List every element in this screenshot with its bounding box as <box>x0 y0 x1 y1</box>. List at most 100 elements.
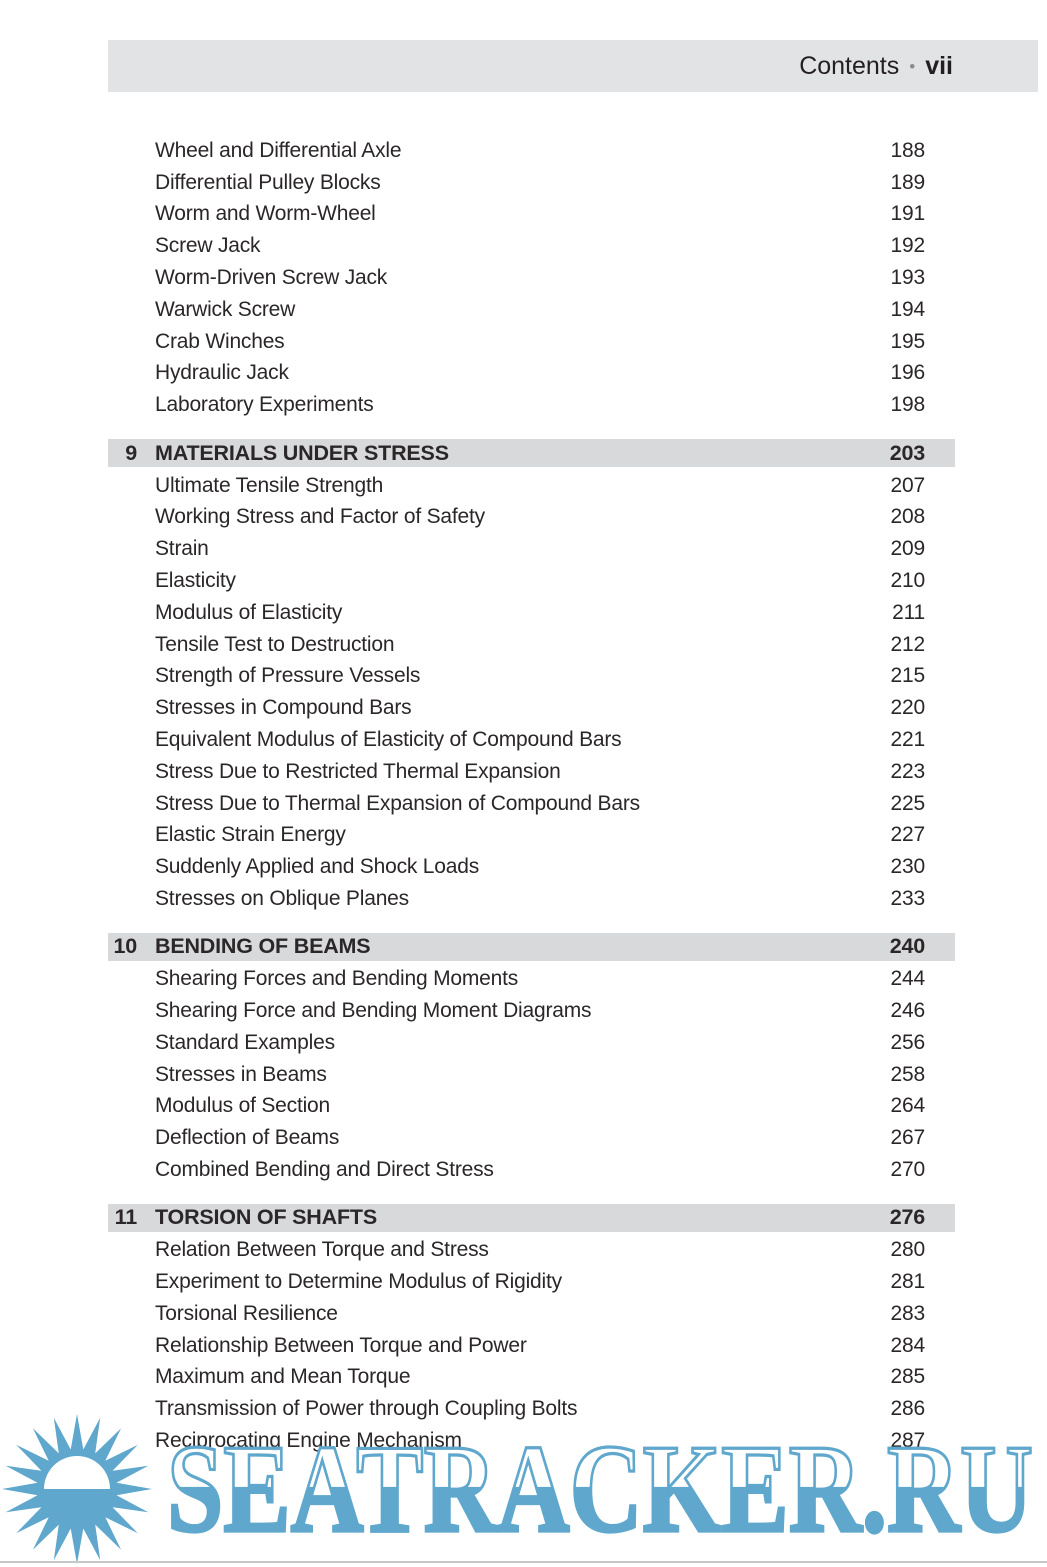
toc-entry: Modulus of Section 264 <box>108 1091 955 1123</box>
entry-label: Working Stress and Factor of Safety <box>155 505 485 529</box>
entry-page-number: 246 <box>890 999 926 1023</box>
entry-page-number: 221 <box>890 727 926 751</box>
entry-page-number: 286 <box>890 1397 926 1421</box>
entry-page-number: 284 <box>890 1333 926 1357</box>
entry-page-number: 281 <box>890 1270 926 1294</box>
toc-entry: Suddenly Applied and Shock Loads 230 <box>108 851 955 883</box>
entry-page-number: 194 <box>890 297 926 321</box>
entry-page-number: 192 <box>890 234 926 258</box>
toc-group-10: 10 BENDING OF BEAMS 240 Shearing Forces and… <box>108 932 955 1186</box>
entry-label: Laboratory Experiments <box>155 393 374 417</box>
entry-page-number: 188 <box>890 138 926 162</box>
toc-group-11: 11 TORSION OF SHAFTS 276 Relation Between T… <box>108 1203 955 1457</box>
entry-page-number: 189 <box>890 170 926 194</box>
toc-entry: Stress Due to Thermal Expansion of Compo… <box>108 788 955 820</box>
toc-entry: Laboratory Experiments 198 <box>108 389 955 421</box>
entry-label: Wheel and Differential Axle <box>155 138 402 162</box>
toc-group-9: 9 MATERIALS UNDER STRESS 203 Ultimate Tensi… <box>108 439 955 915</box>
entry-label: Elastic Strain Energy <box>155 823 346 847</box>
entry-page-number: 244 <box>890 967 926 991</box>
toc-entry: Strain 209 <box>108 533 955 565</box>
entry-label: Modulus of Section <box>155 1094 331 1118</box>
section-page-number: 276 <box>889 1205 925 1230</box>
toc-entry: Hydraulic Jack 196 <box>108 358 955 390</box>
entry-label: Strength of Pressure Vessels <box>155 664 421 688</box>
toc-entry: Screw Jack 192 <box>108 230 955 262</box>
toc-entry: Strength of Pressure Vessels 215 <box>108 660 955 692</box>
toc-entry: Wheel and Differential Axle 188 <box>108 135 955 167</box>
toc-entry: Maximum and Mean Torque 285 <box>108 1362 955 1394</box>
toc-group: Wheel and Differential Axle 188 Differenti… <box>108 135 955 421</box>
entry-page-number: 225 <box>890 791 926 815</box>
entry-label: Maximum and Mean Torque <box>155 1365 411 1389</box>
toc-entry: Stresses on Oblique Planes 233 <box>108 883 955 915</box>
toc-entry: Tensile Test to Destruction 212 <box>108 629 955 661</box>
entry-page-number: 220 <box>890 696 926 720</box>
entry-page-number: 285 <box>890 1365 926 1389</box>
toc-entry: Shearing Forces and Bending Moments 244 <box>108 963 955 995</box>
toc-entry: Modulus of Elasticity 211 <box>108 597 955 629</box>
entry-page-number: 287 <box>890 1429 926 1453</box>
entry-page-number: 270 <box>890 1158 926 1181</box>
entry-label: Differential Pulley Blocks <box>155 170 381 194</box>
entry-page-number: 196 <box>890 361 926 385</box>
entry-page-number: 283 <box>890 1301 926 1325</box>
section-header: 9 MATERIALS UNDER STRESS 203 <box>108 439 955 468</box>
entry-label: Stresses on Oblique Planes <box>155 886 409 910</box>
entry-label: Strain <box>155 537 209 561</box>
section-page-number: 203 <box>889 440 925 465</box>
toc-entry: Working Stress and Factor of Safety 208 <box>108 501 955 533</box>
section-header: 10 BENDING OF BEAMS 240 <box>108 932 955 961</box>
entry-page-number: 230 <box>890 855 926 879</box>
section-title: TORSION OF SHAFTS <box>155 1205 377 1230</box>
entry-label: Stresses in Beams <box>155 1062 327 1086</box>
bullet-separator-icon: • <box>909 57 916 76</box>
header-page-number: vii <box>925 51 953 80</box>
toc-entry: Elasticity 210 <box>108 565 955 597</box>
entry-page-number: 211 <box>892 600 925 624</box>
entry-label: Stress Due to Restricted Thermal Expansi… <box>155 759 561 783</box>
entry-page-number: 209 <box>890 537 926 561</box>
entry-page-number: 195 <box>890 329 926 353</box>
toc-entry: Experiment to Determine Modulus of Rigid… <box>108 1266 955 1298</box>
entry-label: Shearing Forces and Bending Moments <box>155 967 519 991</box>
entry-page-number: 207 <box>890 473 926 497</box>
entry-page-number: 258 <box>890 1062 926 1086</box>
entry-page-number: 191 <box>890 202 926 226</box>
toc-entry: Stress Due to Restricted Thermal Expansi… <box>108 756 955 788</box>
entry-page-number: 193 <box>890 266 926 290</box>
toc-entry: Worm-Driven Screw Jack 193 <box>108 262 955 294</box>
entry-page-number: 267 <box>890 1126 926 1150</box>
entry-label: Transmission of Power through Coupling B… <box>155 1397 578 1421</box>
entry-label: Combined Bending and Direct Stress <box>155 1158 494 1181</box>
entry-label: Torsional Resilience <box>155 1301 338 1325</box>
entry-label: Modulus of Elasticity <box>155 600 343 624</box>
entry-label: Worm and Worm-Wheel <box>155 202 376 226</box>
entry-label: Experiment to Determine Modulus of Rigid… <box>155 1270 562 1294</box>
toc-entry: Relationship Between Torque and Power 284 <box>108 1330 955 1362</box>
toc-entry: Worm and Worm-Wheel 191 <box>108 199 955 231</box>
entry-page-number: 227 <box>890 823 926 847</box>
entry-label: Reciprocating Engine Mechanism <box>155 1429 462 1453</box>
entry-page-number: 280 <box>890 1238 926 1262</box>
entry-label: Relation Between Torque and Stress <box>155 1238 489 1262</box>
entry-label: Screw Jack <box>155 234 261 258</box>
toc-entry: Stresses in Compound Bars 220 <box>108 692 955 724</box>
entry-page-number: 223 <box>890 759 926 783</box>
toc-entry: Combined Bending and Direct Stress 270 <box>108 1154 955 1186</box>
section-title: MATERIALS UNDER STRESS <box>155 440 449 465</box>
toc-entry: Deflection of Beams 267 <box>108 1122 955 1154</box>
entry-label: Tensile Test to Destruction <box>155 632 395 656</box>
entry-label: Equivalent Modulus of Elasticity of Comp… <box>155 727 622 751</box>
toc-entry: Crab Winches 195 <box>108 326 955 358</box>
entry-page-number: 212 <box>890 632 926 656</box>
entry-label: Crab Winches <box>155 329 285 353</box>
section-number: 9 <box>125 440 137 465</box>
entry-label: Stresses in Compound Bars <box>155 696 412 720</box>
entry-label: Standard Examples <box>155 1030 335 1054</box>
toc-entry: Equivalent Modulus of Elasticity of Comp… <box>108 724 955 756</box>
entry-label: Deflection of Beams <box>155 1126 340 1150</box>
entry-label: Hydraulic Jack <box>155 361 289 385</box>
table-of-contents: Wheel and Differential Axle 188 Differenti… <box>108 92 955 1457</box>
page-header: Contents • vii <box>108 40 1038 92</box>
